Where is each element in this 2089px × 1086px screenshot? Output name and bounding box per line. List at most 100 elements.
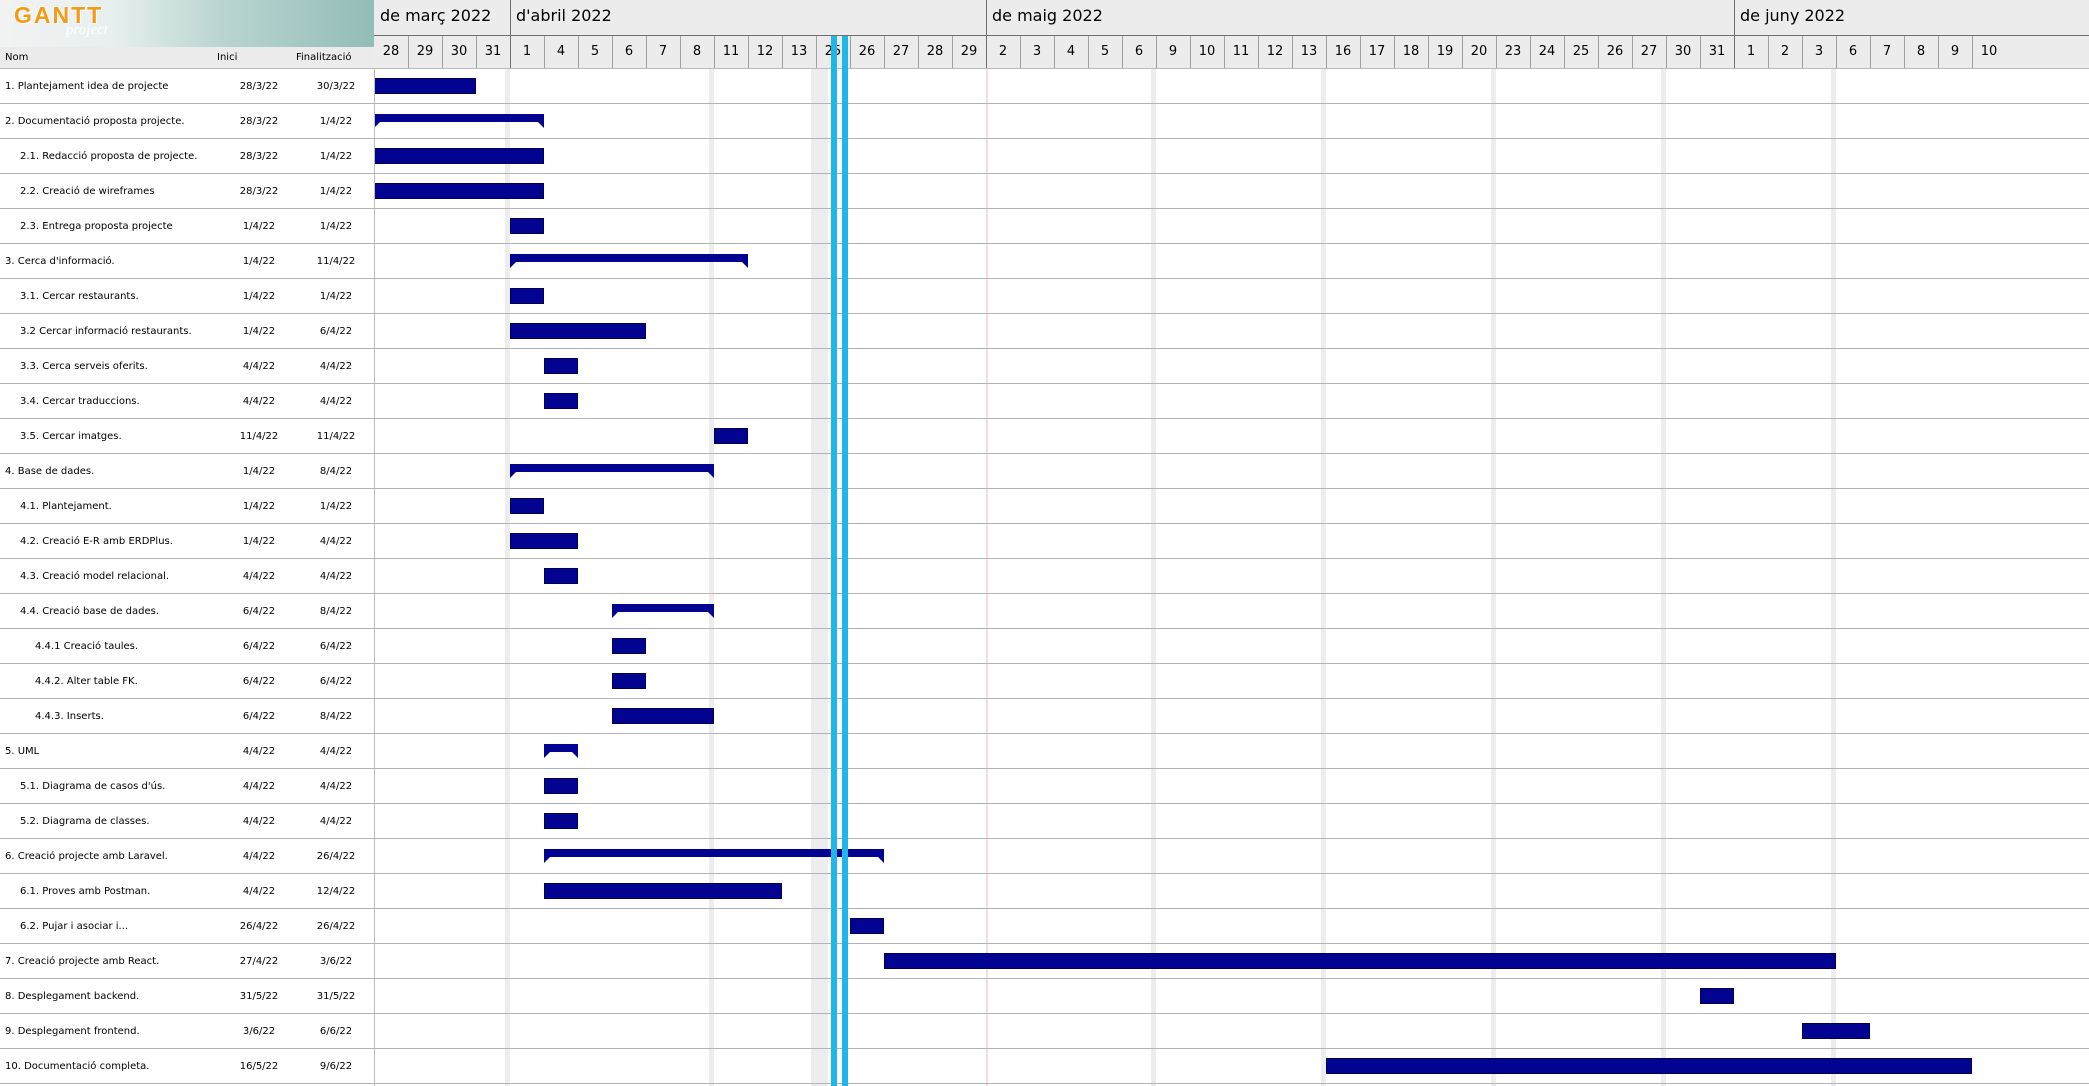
task-name[interactable]: 2. Documentació proposta projecte. [5,116,185,127]
task-row[interactable]: 2.1. Redacció proposta de projecte. 28/3/… [0,139,374,174]
task-row[interactable]: 4.4.1 Creació taules. 6/4/22 6/4/22 [0,629,374,664]
column-header-start[interactable]: Inici [217,52,238,63]
task-row[interactable]: 6.1. Proves amb Postman. 4/4/22 12/4/22 [0,874,374,909]
day-divider [1632,36,1633,68]
task-name[interactable]: 6.1. Proves amb Postman. [20,886,151,897]
task-bar[interactable] [510,288,544,304]
task-row[interactable]: 4.4. Creació base de dades. 6/4/22 8/4/22 [0,594,374,629]
task-name[interactable]: 2.2. Creació de wireframes [20,186,155,197]
task-name[interactable]: 3. Cerca d'informació. [5,256,115,267]
summary-bar[interactable] [612,604,714,618]
task-name[interactable]: 4.4.3. Inserts. [35,711,104,722]
summary-bar[interactable] [510,254,748,268]
day-divider [1224,36,1225,68]
task-start-date: 4/4/22 [242,361,276,372]
task-row[interactable]: 3.1. Cercar restaurants. 1/4/22 1/4/22 [0,279,374,314]
task-bar[interactable] [612,708,714,724]
task-name[interactable]: 4.4. Creació base de dades. [20,606,160,617]
table-chart-divider[interactable] [374,69,375,1086]
task-bar[interactable] [1326,1058,1972,1074]
task-row[interactable]: 3. Cerca d'informació. 1/4/22 11/4/22 [0,244,374,279]
task-row[interactable]: 4. Base de dades. 1/4/22 8/4/22 [0,454,374,489]
summary-bar[interactable] [510,464,714,478]
task-name[interactable]: 4.1. Plantejament. [20,501,112,512]
task-name[interactable]: 4.4.2. Alter table FK. [35,676,138,687]
task-bar[interactable] [374,183,544,199]
task-row[interactable]: 2. Documentació proposta projecte. 28/3/2… [0,104,374,139]
task-row[interactable]: 9. Desplegament frontend. 3/6/22 6/6/22 [0,1014,374,1049]
task-name[interactable]: 3.5. Cercar imatges. [20,431,122,442]
task-name[interactable]: 2.3. Entrega proposta projecte [20,221,173,232]
task-row[interactable]: 4.4.2. Alter table FK. 6/4/22 6/4/22 [0,664,374,699]
task-row[interactable]: 2.3. Entrega proposta projecte 1/4/22 1/4/… [0,209,374,244]
task-row[interactable]: 10. Documentació completa. 16/5/22 9/6/22 [0,1049,374,1084]
task-start-date: 4/4/22 [242,886,276,897]
task-name[interactable]: 5.2. Diagrama de classes. [20,816,150,827]
task-name[interactable]: 2.1. Redacció proposta de projecte. [20,151,198,162]
task-bar[interactable] [510,218,544,234]
task-name[interactable]: 7. Creació projecte amb React. [5,956,160,967]
task-row[interactable]: 5.2. Diagrama de classes. 4/4/22 4/4/22 [0,804,374,839]
task-row[interactable]: 7. Creació projecte amb React. 27/4/22 3/6… [0,944,374,979]
task-bar[interactable] [374,78,476,94]
task-row[interactable]: 3.2 Cercar informació restaurants. 1/4/22… [0,314,374,349]
task-row[interactable]: 4.3. Creació model relacional. 4/4/22 4/4/… [0,559,374,594]
task-row[interactable]: 6.2. Pujar i asociar i... 26/4/22 26/4/22 [0,909,374,944]
task-row[interactable]: 6. Creació projecte amb Laravel. 4/4/22 26… [0,839,374,874]
task-row[interactable]: 8. Desplegament backend. 31/5/22 31/5/22 [0,979,374,1014]
task-start-date: 28/3/22 [239,81,279,92]
day-label: 27 [892,44,910,59]
task-name[interactable]: 6. Creació projecte amb Laravel. [5,851,168,862]
task-name[interactable]: 3.2 Cercar informació restaurants. [20,326,192,337]
task-row[interactable]: 2.2. Creació de wireframes 28/3/22 1/4/22 [0,174,374,209]
task-bar[interactable] [544,393,578,409]
task-bar[interactable] [1700,988,1734,1004]
summary-bar[interactable] [544,744,578,758]
task-bar[interactable] [714,428,748,444]
task-name[interactable]: 4.2. Creació E-R amb ERDPlus. [20,536,173,547]
task-name[interactable]: 8. Desplegament backend. [5,991,140,1002]
task-bar[interactable] [612,638,646,654]
day-divider [1870,36,1871,68]
column-header-end[interactable]: Finalització [296,52,352,63]
task-bar[interactable] [1802,1023,1870,1039]
task-name[interactable]: 10. Documentació completa. [5,1061,150,1072]
task-row[interactable]: 3.5. Cercar imatges. 11/4/22 11/4/22 [0,419,374,454]
task-name[interactable]: 9. Desplegament frontend. [5,1026,140,1037]
task-row[interactable]: 5. UML 4/4/22 4/4/22 [0,734,374,769]
task-name[interactable]: 6.2. Pujar i asociar i... [20,921,129,932]
task-name[interactable]: 1. Plantejament idea de projecte [5,81,169,92]
summary-bar[interactable] [544,849,884,863]
column-header-name[interactable]: Nom [5,52,29,63]
task-row[interactable]: 4.2. Creació E-R amb ERDPlus. 1/4/22 4/4/2… [0,524,374,559]
task-bar[interactable] [510,498,544,514]
task-row[interactable]: 4.4.3. Inserts. 6/4/22 8/4/22 [0,699,374,734]
task-name[interactable]: 3.4. Cercar traduccions. [20,396,140,407]
task-name[interactable]: 5.1. Diagrama de casos d'ús. [20,781,166,792]
task-bar[interactable] [510,323,646,339]
task-name[interactable]: 3.1. Cercar restaurants. [20,291,139,302]
task-name[interactable]: 4.4.1 Creació taules. [35,641,139,652]
task-name[interactable]: 5. UML [5,746,40,757]
task-row[interactable]: 1. Plantejament idea de projecte 28/3/22 3… [0,69,374,104]
task-name[interactable]: 4. Base de dades. [5,466,95,477]
task-bar[interactable] [850,918,884,934]
task-bar[interactable] [374,148,544,164]
task-bar[interactable] [544,568,578,584]
task-bar[interactable] [510,533,578,549]
task-bar[interactable] [544,813,578,829]
task-name[interactable]: 4.3. Creació model relacional. [20,571,170,582]
task-row[interactable]: 3.4. Cercar traduccions. 4/4/22 4/4/22 [0,384,374,419]
task-bar[interactable] [544,778,578,794]
task-name[interactable]: 3.3. Cerca serveis oferits. [20,361,148,372]
task-bar[interactable] [544,358,578,374]
task-start-date: 4/4/22 [242,396,276,407]
task-row[interactable]: 5.1. Diagrama de casos d'ús. 4/4/22 4/4/22 [0,769,374,804]
task-bar[interactable] [612,673,646,689]
task-bar[interactable] [884,953,1836,969]
task-bar[interactable] [544,883,782,899]
task-start-date: 1/4/22 [242,326,276,337]
task-row[interactable]: 4.1. Plantejament. 1/4/22 1/4/22 [0,489,374,524]
summary-bar[interactable] [374,114,544,128]
task-row[interactable]: 3.3. Cerca serveis oferits. 4/4/22 4/4/22 [0,349,374,384]
